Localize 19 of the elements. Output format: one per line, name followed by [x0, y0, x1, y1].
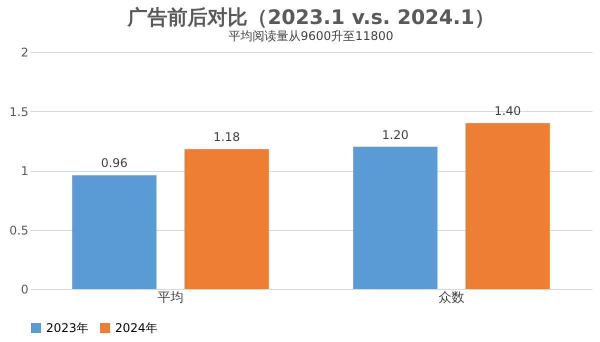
y-tick-label: 0.5 — [9, 223, 28, 238]
chart-title: 广告前后对比（2023.1 v.s. 2024.1） — [126, 5, 494, 29]
data-label: 1.20 — [382, 128, 409, 142]
y-tick-label: 2 — [20, 46, 28, 60]
x-tick-label: 平均 — [158, 290, 184, 306]
bar — [72, 175, 156, 289]
bar — [353, 146, 438, 289]
legend-label: 2024年 — [115, 321, 158, 335]
legend-label: 2023年 — [46, 321, 89, 335]
y-tick-label: 1.5 — [9, 104, 28, 119]
data-label: 0.96 — [100, 156, 128, 170]
data-label: 1.40 — [494, 104, 522, 118]
y-tick-label: 1 — [20, 164, 28, 178]
bar — [184, 149, 269, 289]
y-tick-label: 0 — [20, 282, 28, 296]
x-tick-label: 众数 — [438, 290, 464, 306]
data-label: 1.18 — [213, 130, 240, 144]
bar — [466, 123, 550, 289]
chart-subtitle: 平均阅读量从9600升至11800 — [228, 29, 394, 43]
